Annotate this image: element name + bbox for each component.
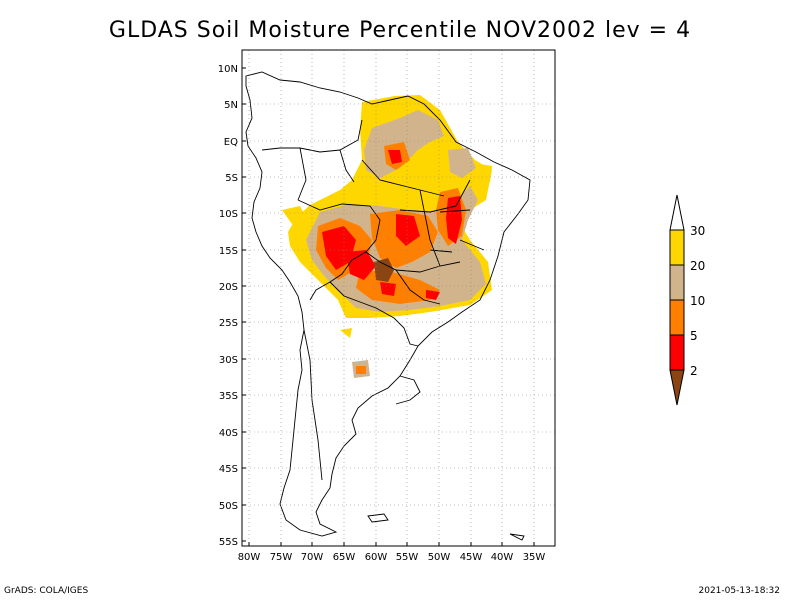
colorbar-swatch-10-20	[669, 264, 685, 301]
shade-brown-pantanal	[374, 258, 394, 282]
lat-label: 40S	[219, 428, 238, 439]
shade-yellow-patch-3	[480, 164, 492, 182]
lat-label: 45S	[219, 464, 238, 475]
lon-label: 50W	[428, 552, 451, 563]
colorbar-swatch-5-10	[669, 299, 685, 336]
shade-red-north	[388, 150, 402, 164]
lat-label: 5S	[225, 173, 238, 184]
lon-label: 70W	[301, 552, 324, 563]
colorbar-label-30: 30	[690, 224, 705, 238]
lon-label: 60W	[365, 552, 388, 563]
colorbar-bottom-arrow	[669, 369, 685, 406]
lon-label: 35W	[523, 552, 546, 563]
shade-red-center	[396, 214, 420, 246]
shade-red-southeast	[426, 290, 440, 300]
colorbar-swatch-20-30	[669, 229, 685, 266]
colorbar-top-arrow	[669, 194, 685, 231]
lat-label: 50S	[219, 501, 238, 512]
lat-label: 10S	[219, 209, 238, 220]
colorbar: 30 20 10 5 2	[669, 194, 705, 406]
footer-timestamp: 2021-05-13-18:32	[698, 586, 781, 596]
lat-label: 35S	[219, 391, 238, 402]
south-america-outline	[245, 71, 531, 537]
colorbar-label-2: 2	[690, 364, 698, 378]
brazil-states	[399, 179, 485, 267]
shaded-areas	[282, 95, 492, 378]
lon-labels: 80W 75W 70W 65W 60W 55W 50W 45W 40W 35W	[238, 552, 546, 563]
lon-label: 55W	[396, 552, 419, 563]
lon-label: 65W	[333, 552, 356, 563]
lat-label: 5N	[224, 100, 238, 111]
lat-label: 25S	[219, 318, 238, 329]
lat-label: EQ	[224, 137, 238, 148]
lat-labels: 10N 5N EQ 5S 10S 15S 20S 25S 30S 35S 40S…	[218, 64, 238, 548]
lon-label: 40W	[491, 552, 514, 563]
shade-yellow-patch-4	[340, 328, 352, 338]
lat-label: 30S	[219, 355, 238, 366]
colorbar-label-20: 20	[690, 259, 705, 273]
colorbar-swatch-2-5	[669, 334, 685, 371]
lat-label: 20S	[219, 282, 238, 293]
fuegian-islands	[509, 533, 525, 541]
map-frame	[241, 49, 556, 547]
colorbar-label-10: 10	[690, 294, 705, 308]
country-borders-central	[297, 199, 461, 305]
falklands	[367, 513, 389, 523]
shade-yellow-patch-1	[282, 206, 306, 224]
lat-label: 15S	[219, 246, 238, 257]
lon-label: 80W	[238, 552, 261, 563]
shade-tan-east	[448, 148, 476, 178]
shade-red-east	[446, 196, 462, 244]
coastlines	[245, 71, 531, 541]
country-borders-north	[261, 119, 445, 201]
lon-label: 45W	[460, 552, 483, 563]
lat-lon-grid	[246, 50, 555, 546]
map-title: GLDAS Soil Moisture Percentile NOV2002 l…	[108, 18, 692, 43]
lat-label: 10N	[218, 64, 238, 75]
country-borders-south	[303, 281, 419, 481]
uruguay-argentina-coast	[395, 375, 421, 405]
lon-label: 75W	[270, 552, 293, 563]
lat-label: 55S	[219, 537, 238, 548]
colorbar-label-5: 5	[690, 329, 698, 343]
footer-credit: GrADS: COLA/IGES	[4, 586, 89, 596]
shade-orange-south-island	[356, 366, 366, 374]
shade-red-mid	[346, 250, 376, 280]
shade-red-south	[380, 282, 396, 296]
tick-marks	[242, 67, 535, 546]
